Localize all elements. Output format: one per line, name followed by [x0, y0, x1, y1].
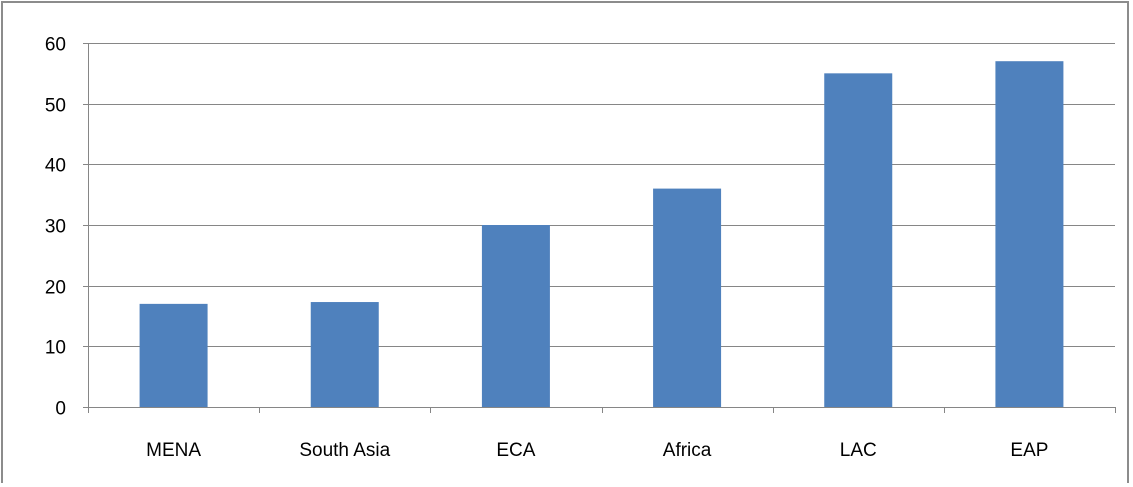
y-tick-label: 0 [55, 399, 66, 420]
bar-africa [653, 188, 722, 407]
x-tick-label: EAP [1010, 440, 1048, 461]
y-tick-labels: 0 10 20 30 40 50 60 [45, 35, 66, 420]
bar-eca [481, 225, 550, 407]
y-tick-label: 50 [45, 96, 66, 117]
y-tick-label: 20 [45, 278, 66, 299]
y-tick-label: 60 [45, 35, 66, 56]
x-tick-labels: MENA South Asia ECA Africa LAC EAP [146, 440, 1048, 461]
y-tick-label: 10 [45, 338, 66, 359]
x-tick-label: ECA [496, 440, 535, 461]
bar-lac [824, 73, 893, 407]
x-tick-label: Africa [663, 440, 712, 461]
axes [83, 43, 1116, 413]
x-tick-label: MENA [146, 440, 201, 461]
gridlines [88, 43, 1115, 347]
y-tick-label: 40 [45, 156, 66, 177]
x-tick-label: LAC [840, 440, 877, 461]
bar-mena [139, 303, 208, 407]
x-tick-label: South Asia [299, 440, 390, 461]
bars [139, 61, 1064, 407]
y-tick-label: 30 [45, 217, 66, 238]
bar-eap [995, 61, 1064, 407]
bar-south-asia [310, 302, 379, 407]
